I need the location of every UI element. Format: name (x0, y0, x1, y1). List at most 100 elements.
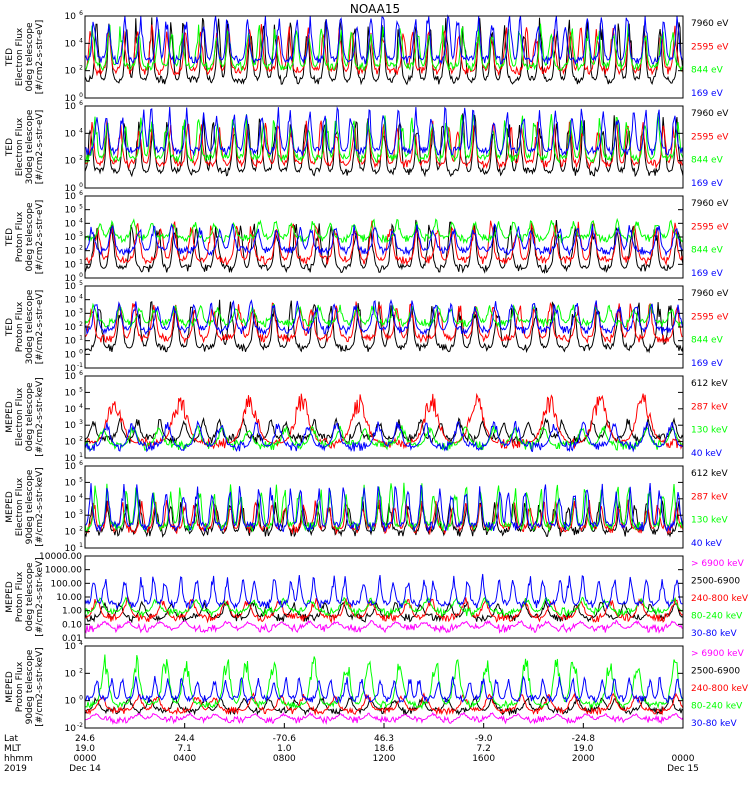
y-axis-label: Proton Flux (15, 571, 25, 622)
y-axis-label: MEPED (5, 581, 15, 613)
y-tick-label: 10 (65, 438, 77, 448)
y-tick-label: 10 (65, 478, 77, 488)
series-trace-4-4 (84, 299, 684, 336)
y-tick-label: 10 (65, 642, 77, 652)
legend-entry: 240-800 keV (691, 684, 749, 694)
y-axis-label: MEPED (5, 671, 15, 703)
y-tick-label: 10000.00 (39, 552, 82, 562)
y-tick-exponent: 5 (79, 204, 83, 211)
y-axis-label: Proton Flux (15, 661, 25, 712)
x-tick-label: 19.0 (75, 744, 95, 754)
series-trace-7-3 (84, 596, 684, 624)
legend-entry: 240-800 keV (691, 594, 749, 604)
legend-entry: 2500-6900 (691, 667, 740, 677)
y-tick-exponent: 4 (79, 37, 83, 44)
legend-entry: 30-80 keV (691, 719, 737, 729)
y-tick-exponent: 1 (79, 452, 83, 459)
y-tick-exponent: 4 (79, 217, 83, 224)
legend-entry: 169 eV (691, 89, 724, 99)
y-axis-label: MEPED (5, 491, 15, 523)
series-trace-8-3 (84, 692, 684, 716)
x-tick-label: 7.2 (477, 744, 491, 754)
x-tick-label: Dec 15 (667, 764, 699, 774)
y-axis-label: [#/cm2-s-str-keV] (35, 647, 45, 726)
legend-entry: 844 eV (691, 66, 724, 76)
y-tick-exponent: 6 (79, 190, 83, 197)
panel-frame (84, 375, 684, 459)
y-axis-label: [#/cm2-s-str-keV] (35, 377, 45, 456)
y-axis-label: 90deg telescope (25, 469, 35, 544)
series-trace-4-2 (84, 301, 684, 344)
y-axis-label: 0deg telescope (25, 202, 35, 272)
legend-entry: 2500-6900 (691, 577, 740, 587)
legend-entry: 7960 eV (691, 289, 729, 299)
panel-frame (84, 105, 684, 189)
legend-entry: 2595 eV (691, 312, 729, 322)
series-trace-5-4 (84, 420, 684, 453)
y-axis-label: [#/cm2-s-str-keV] (35, 557, 45, 636)
x-tick-label: 46.3 (374, 734, 394, 744)
y-tick-label: 10 (65, 495, 77, 505)
y-tick-exponent: 1 (79, 335, 83, 342)
x-tick-label: 24.6 (75, 734, 95, 744)
y-tick-label: 0.10 (62, 620, 82, 630)
x-tick-label: 0400 (173, 754, 196, 764)
x-tick-label: 2000 (572, 754, 595, 764)
y-tick-label: 10 (65, 102, 77, 112)
y-axis-label: Electron Flux (15, 27, 25, 86)
series-trace-3-3 (84, 217, 684, 245)
x-tick-label: 24.4 (175, 734, 195, 744)
y-tick-label: 10 (65, 274, 77, 284)
legend-entry: 287 keV (691, 402, 728, 412)
legend-entry: 130 keV (691, 426, 728, 436)
legend-entry: 80-240 keV (691, 702, 743, 712)
y-tick-label: 10 (65, 350, 77, 360)
y-tick-label: 10 (65, 372, 77, 382)
legend-entry: 844 eV (691, 246, 724, 256)
y-tick-exponent: 2 (79, 321, 83, 328)
x-tick-label: 0800 (273, 754, 296, 764)
legend-entry: 2595 eV (691, 222, 729, 232)
legend-entry: 40 keV (691, 449, 723, 459)
legend-entry: 169 eV (691, 359, 724, 369)
y-tick-exponent: 2 (79, 667, 83, 674)
y-axis-label: 90deg telescope (25, 649, 35, 724)
y-tick-exponent: 0 (79, 272, 83, 279)
y-tick-label: 10 (65, 511, 77, 521)
y-tick-exponent: 4 (79, 294, 83, 301)
y-tick-exponent: 5 (79, 386, 83, 393)
y-tick-exponent: 3 (79, 231, 83, 238)
x-tick-label: 0000 (74, 754, 97, 764)
y-tick-exponent: -1 (77, 362, 83, 369)
legend-entry: 30-80 keV (691, 629, 737, 639)
y-tick-label: 10 (65, 260, 77, 270)
y-axis-label: Proton Flux (15, 301, 25, 352)
x-tick-label: 1200 (373, 754, 396, 764)
y-tick-label: 10 (65, 388, 77, 398)
legend-entry: 169 eV (691, 179, 724, 189)
series-trace-8-4 (84, 654, 684, 710)
panel-frame (84, 15, 684, 99)
series-trace-6-4 (84, 482, 684, 533)
y-axis-label: [#/cm2-s-str-eV] (35, 20, 45, 95)
plot-title: NOAA15 (350, 2, 400, 16)
y-tick-label: 10 (65, 724, 77, 734)
legend-entry: 169 eV (691, 269, 724, 279)
legend-entry: 7960 eV (691, 109, 729, 119)
x-tick-label: 7.1 (178, 744, 192, 754)
series-trace-8-1 (84, 711, 684, 725)
y-tick-exponent: 0 (79, 348, 83, 355)
y-tick-exponent: 4 (79, 493, 83, 500)
legend-entry: 7960 eV (691, 19, 729, 29)
y-tick-exponent: 3 (79, 419, 83, 426)
x-row-label: Lat (4, 734, 19, 744)
y-tick-label: 10 (65, 247, 77, 257)
y-tick-exponent: 2 (79, 155, 83, 162)
y-axis-label: Proton Flux (15, 211, 25, 262)
x-tick-label: 1.0 (277, 744, 292, 754)
y-tick-label: 10 (65, 219, 77, 229)
y-axis-label: [#/cm2-s-str-keV] (35, 467, 45, 546)
